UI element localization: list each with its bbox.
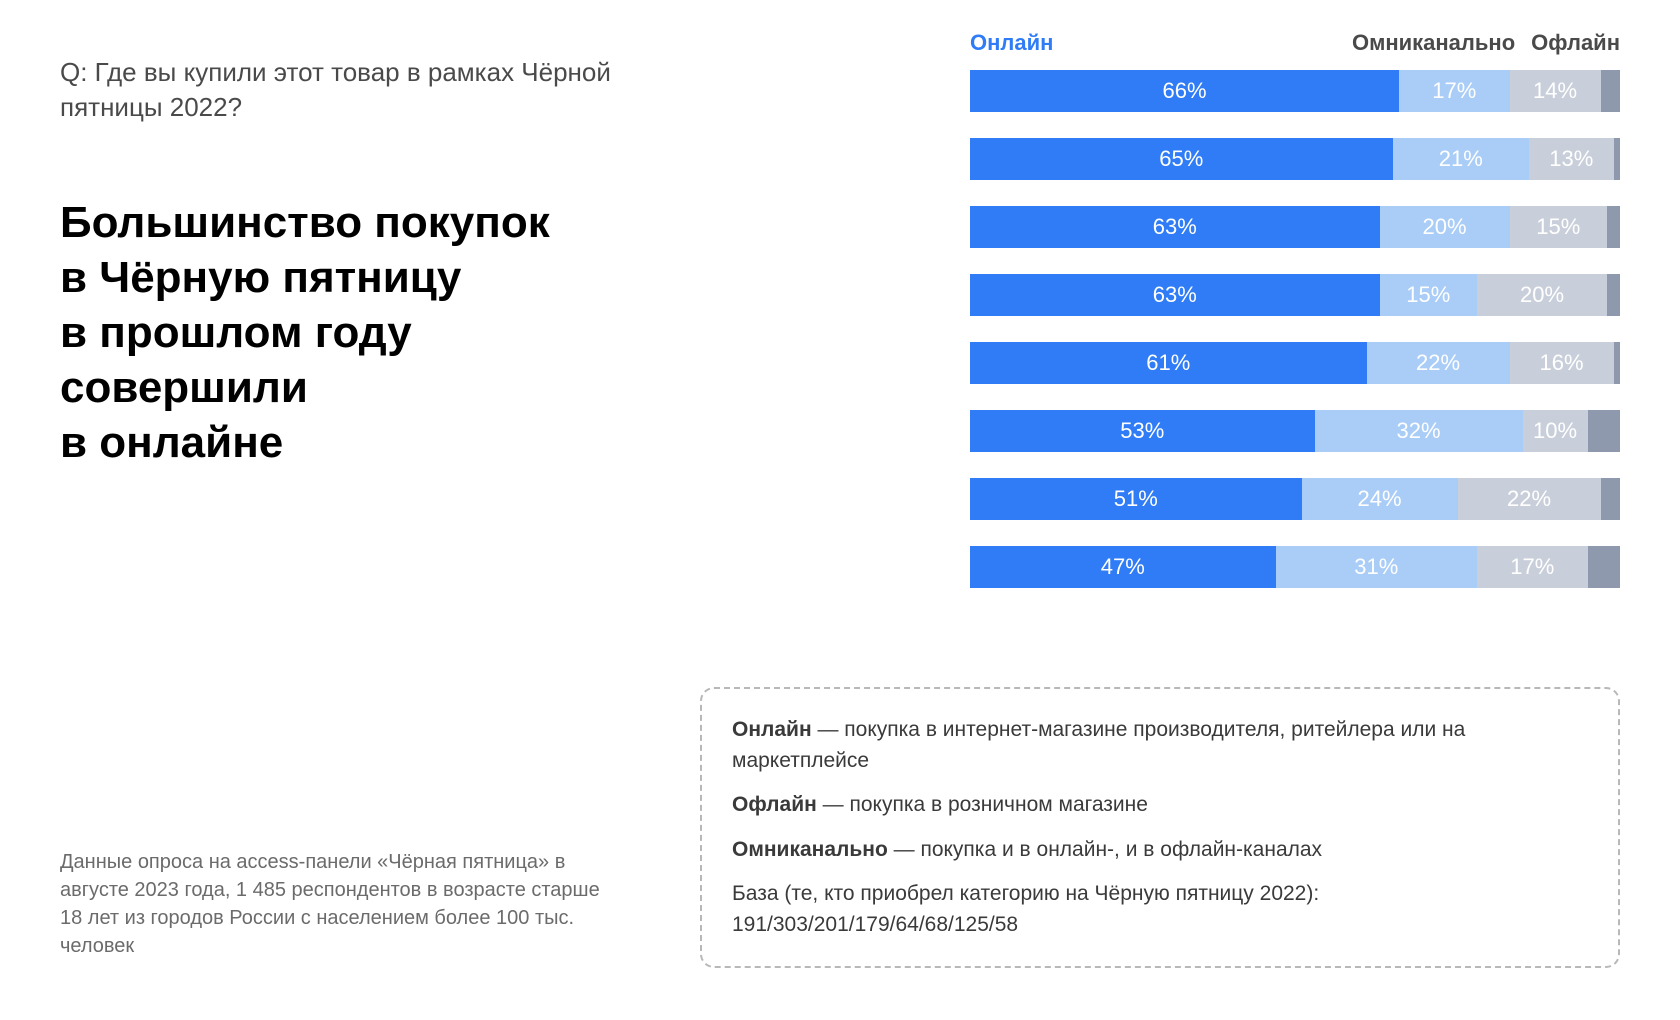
stacked-bar-chart: Онлайн Омниканально Офлайн 66%17%14%65%2… bbox=[970, 30, 1620, 588]
seg-omnichannel: 24% bbox=[1302, 478, 1458, 520]
seg-online: 51% bbox=[970, 478, 1302, 520]
footnote-box: Онлайн — покупка в интернет-магазине про… bbox=[700, 687, 1620, 968]
chart-legend: Онлайн Омниканально Офлайн bbox=[970, 30, 1620, 56]
seg-online: 47% bbox=[970, 546, 1276, 588]
seg-omnichannel: 17% bbox=[1399, 70, 1510, 112]
legend-online: Онлайн bbox=[970, 30, 1053, 56]
seg-remainder bbox=[1601, 70, 1621, 112]
seg-offline: 10% bbox=[1523, 410, 1588, 452]
seg-online: 63% bbox=[970, 274, 1380, 316]
bar-row: 61%22%16% bbox=[970, 342, 1620, 384]
bar-row: 63%15%20% bbox=[970, 274, 1620, 316]
seg-remainder bbox=[1588, 546, 1621, 588]
footnote-base: База (те, кто приобрел категорию на Чёрн… bbox=[732, 879, 1588, 940]
bar-row: 53%32%10% bbox=[970, 410, 1620, 452]
seg-remainder bbox=[1607, 274, 1620, 316]
bar-row: 66%17%14% bbox=[970, 70, 1620, 112]
bar-row: 51%24%22% bbox=[970, 478, 1620, 520]
legend-omnichannel: Омниканально bbox=[1352, 30, 1523, 56]
seg-offline: 22% bbox=[1458, 478, 1601, 520]
slide: Q: Где вы купили этот товар в рамках Чёр… bbox=[0, 0, 1680, 1020]
footnote-offline: Офлайн — покупка в розничном магазине bbox=[732, 790, 1588, 820]
seg-remainder bbox=[1607, 206, 1620, 248]
headline: Большинство покупок в Чёрную пятницу в п… bbox=[60, 195, 660, 470]
bar-row: 47%31%17% bbox=[970, 546, 1620, 588]
seg-online: 63% bbox=[970, 206, 1380, 248]
seg-omnichannel: 21% bbox=[1393, 138, 1530, 180]
bars-container: 66%17%14%65%21%13%63%20%15%63%15%20%61%2… bbox=[970, 70, 1620, 588]
seg-offline: 17% bbox=[1477, 546, 1588, 588]
seg-online: 53% bbox=[970, 410, 1315, 452]
seg-offline: 16% bbox=[1510, 342, 1614, 384]
seg-offline: 20% bbox=[1477, 274, 1607, 316]
seg-remainder bbox=[1614, 342, 1621, 384]
seg-offline: 15% bbox=[1510, 206, 1608, 248]
seg-online: 66% bbox=[970, 70, 1399, 112]
survey-question: Q: Где вы купили этот товар в рамках Чёр… bbox=[60, 55, 660, 125]
seg-omnichannel: 15% bbox=[1380, 274, 1478, 316]
legend-offline: Офлайн bbox=[1523, 30, 1620, 56]
bar-row: 63%20%15% bbox=[970, 206, 1620, 248]
bar-row: 65%21%13% bbox=[970, 138, 1620, 180]
seg-offline: 14% bbox=[1510, 70, 1601, 112]
seg-online: 65% bbox=[970, 138, 1393, 180]
seg-omnichannel: 20% bbox=[1380, 206, 1510, 248]
footnote-online: Онлайн — покупка в интернет-магазине про… bbox=[732, 715, 1588, 776]
seg-omnichannel: 31% bbox=[1276, 546, 1478, 588]
seg-remainder bbox=[1614, 138, 1621, 180]
left-column: Q: Где вы купили этот товар в рамках Чёр… bbox=[60, 55, 660, 470]
seg-omnichannel: 22% bbox=[1367, 342, 1510, 384]
seg-offline: 13% bbox=[1529, 138, 1614, 180]
seg-omnichannel: 32% bbox=[1315, 410, 1523, 452]
seg-remainder bbox=[1588, 410, 1621, 452]
footnote-omni: Омниканально — покупка и в онлайн-, и в … bbox=[732, 835, 1588, 865]
source-note: Данные опроса на access-панели «Чёрная п… bbox=[60, 848, 620, 960]
seg-online: 61% bbox=[970, 342, 1367, 384]
seg-remainder bbox=[1601, 478, 1621, 520]
